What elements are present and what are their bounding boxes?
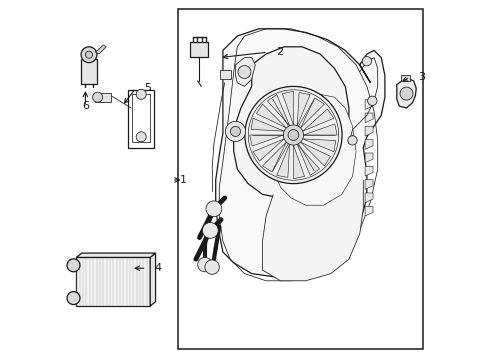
Circle shape [287,130,298,140]
Polygon shape [365,100,372,109]
Circle shape [67,259,80,272]
Circle shape [283,125,303,145]
Bar [190,42,208,57]
Polygon shape [400,75,409,81]
Polygon shape [396,77,415,108]
Text: 3: 3 [417,72,424,82]
Circle shape [367,96,376,105]
Polygon shape [365,206,372,216]
Polygon shape [269,94,355,205]
Circle shape [202,222,218,238]
Circle shape [92,92,102,102]
Polygon shape [297,93,309,126]
Polygon shape [276,144,289,177]
Polygon shape [365,113,372,123]
Polygon shape [300,142,330,166]
Polygon shape [365,180,372,189]
Polygon shape [262,142,286,172]
Polygon shape [365,140,372,149]
Polygon shape [302,109,333,131]
Circle shape [85,51,92,58]
Polygon shape [76,253,155,257]
Polygon shape [249,135,283,146]
Text: 5: 5 [143,83,150,93]
Polygon shape [95,93,110,102]
Bar [178,9,422,349]
Circle shape [244,86,342,184]
Text: 4: 4 [154,263,162,273]
Polygon shape [262,180,363,281]
Bar [220,70,230,79]
Polygon shape [267,95,289,126]
Polygon shape [235,58,255,86]
Polygon shape [365,193,372,203]
Circle shape [399,87,412,100]
Circle shape [136,89,146,99]
Polygon shape [256,104,286,128]
Polygon shape [302,139,335,152]
Polygon shape [95,45,106,54]
Circle shape [81,47,97,63]
Polygon shape [293,145,304,179]
Circle shape [230,126,240,136]
Polygon shape [150,253,155,306]
Bar [81,59,97,84]
Text: 6: 6 [81,101,89,111]
Circle shape [204,260,219,274]
Polygon shape [297,144,319,175]
Polygon shape [252,139,284,161]
Polygon shape [303,124,337,135]
Circle shape [197,257,212,272]
Polygon shape [215,29,384,277]
Polygon shape [282,91,293,125]
Polygon shape [365,126,372,136]
Circle shape [225,121,245,141]
Polygon shape [300,98,324,128]
Circle shape [136,132,146,142]
Text: 1: 1 [179,175,186,185]
Circle shape [67,292,80,305]
Polygon shape [233,47,348,198]
Polygon shape [365,166,372,176]
Circle shape [238,66,250,78]
Circle shape [347,136,356,145]
Bar [76,257,150,306]
Circle shape [362,57,371,66]
Circle shape [205,201,222,217]
Polygon shape [250,118,284,131]
Polygon shape [365,153,372,163]
Text: 2: 2 [275,47,283,57]
